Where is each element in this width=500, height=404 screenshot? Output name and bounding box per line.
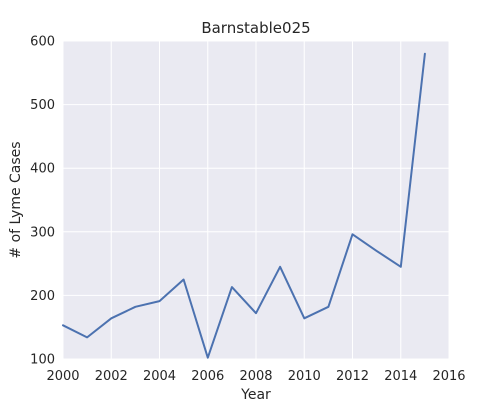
y-axis-label: # of Lyme Cases [8, 141, 24, 258]
x-tick-label: 2000 [46, 369, 79, 384]
x-tick-label: 2012 [336, 369, 369, 384]
gridlines [62, 40, 450, 360]
x-tick-label: 2002 [95, 369, 128, 384]
y-tick-label: 500 [30, 98, 55, 113]
y-tick-label: 300 [30, 225, 55, 240]
y-tick-label: 200 [30, 289, 55, 304]
x-tick-label: 2016 [432, 369, 465, 384]
y-tick-label: 400 [30, 162, 55, 177]
y-tick-label: 100 [30, 353, 55, 368]
x-axis-label: Year [240, 387, 271, 400]
x-tick-label: 2008 [239, 369, 272, 384]
x-tick-label: 2004 [143, 369, 176, 384]
series-layer [62, 52, 426, 359]
y-tick-label: 600 [30, 35, 55, 50]
x-tick-label: 2006 [191, 369, 224, 384]
tick-labels: 2000 2002 2004 2006 2008 2010 2012 2014 2016 100 2… [30, 35, 465, 385]
x-tick-label: 2014 [384, 369, 417, 384]
chart-title: Barnstable025 [201, 19, 310, 37]
x-tick-label: 2010 [288, 369, 321, 384]
series-line [62, 52, 426, 359]
